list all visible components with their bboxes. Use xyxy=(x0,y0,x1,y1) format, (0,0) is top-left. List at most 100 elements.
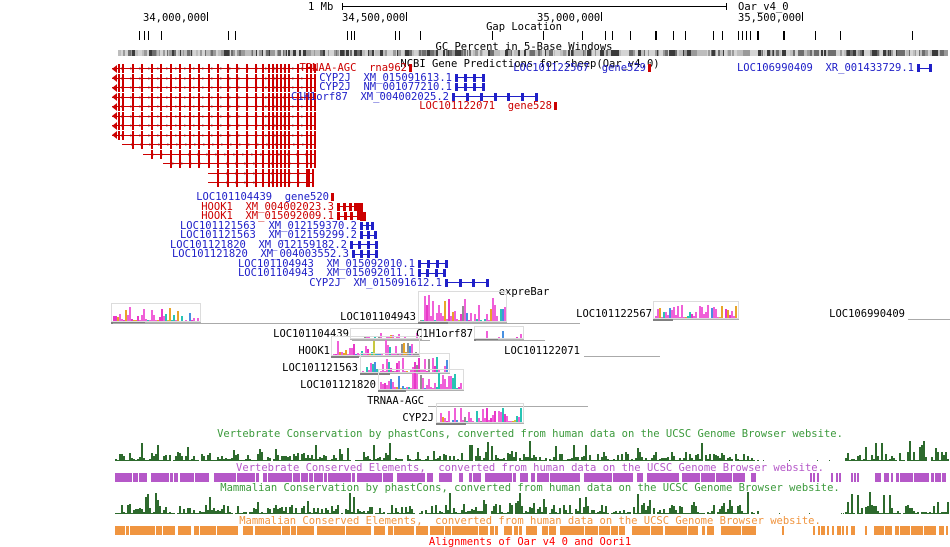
transcript-label[interactable]: LOC101121563 XM_012159299.2 xyxy=(179,229,357,241)
exprebar-gene-label[interactable]: LOC101104439 xyxy=(273,328,349,340)
track-title-mammalian-conservation[interactable]: Mammalian Conservation by phastCons, con… xyxy=(220,482,840,494)
transcript-label[interactable]: LOC101121820 XM_004003552.3 xyxy=(171,248,349,260)
transcript-box-glyph[interactable] xyxy=(331,193,334,201)
exprebar-gene-label[interactable]: C1H1orf87 xyxy=(416,328,473,340)
track-title-gc-percent[interactable]: GC Percent in 5-Base Windows xyxy=(435,41,613,53)
gene-model-row[interactable] xyxy=(112,64,316,73)
transcript-structure-glyph[interactable] xyxy=(455,73,485,83)
exprebar-extent-line[interactable] xyxy=(428,406,588,407)
elements-track-mammalian-elements[interactable] xyxy=(0,526,950,535)
bar xyxy=(841,513,842,514)
transcript-label[interactable]: LOC101104439 gene520 xyxy=(196,191,329,203)
transcript-label[interactable]: LOC101104943 XM_015092011.1 xyxy=(237,267,415,279)
exprebar-gene-label[interactable]: LOC101121820 xyxy=(300,379,376,391)
track-title-alignments[interactable]: Alignments of Oar_v4_0 and Oori1 xyxy=(428,536,632,547)
exprebar-gene-label[interactable]: HOOK1 xyxy=(298,345,330,357)
transcript-box-glyph[interactable] xyxy=(409,64,412,72)
transcript-structure-glyph[interactable] xyxy=(452,92,538,102)
transcript-label[interactable]: CYP2J NM_001077210.1 xyxy=(319,81,452,93)
exprebar-gene-label[interactable]: TRNAA-AGC xyxy=(367,395,424,407)
bar xyxy=(735,454,737,461)
exprebar-chart[interactable] xyxy=(360,353,450,373)
bar xyxy=(875,443,877,461)
transcript-structure-glyph[interactable] xyxy=(350,240,378,250)
exon-tick xyxy=(272,130,274,140)
exprebar-extent-line[interactable] xyxy=(584,356,660,357)
gc-percent-track[interactable] xyxy=(118,50,948,56)
gene-model-row[interactable] xyxy=(112,73,316,83)
exprebar-gene-label[interactable]: LOC101122071 xyxy=(504,345,580,357)
wiggle-track-vertebrate-phastcons[interactable] xyxy=(0,441,950,462)
transcript-label[interactable]: HOOK1 XM_004002023.3 xyxy=(201,200,334,213)
transcript-structure-glyph[interactable] xyxy=(445,278,489,288)
gene-model-row[interactable] xyxy=(112,130,316,140)
bar xyxy=(393,354,395,355)
transcript-label[interactable]: LOC106990409 XR_001433729.1 xyxy=(736,62,914,74)
exprebar-gene-label[interactable]: LOC101121563 xyxy=(282,362,358,374)
transcript-structure-glyph[interactable] xyxy=(360,221,374,231)
transcript-structure-glyph[interactable] xyxy=(917,64,932,73)
transcript-structure-glyph[interactable] xyxy=(418,269,446,278)
gap-track[interactable] xyxy=(0,31,950,41)
transcript-structure-glyph[interactable] xyxy=(418,259,448,269)
transcript-label[interactable]: LOC101122567 gene529 xyxy=(513,62,646,74)
transcript-box-glyph[interactable] xyxy=(648,64,651,72)
gene-model-row[interactable] xyxy=(112,102,316,111)
bar xyxy=(454,374,456,389)
transcript-label[interactable]: LOC101121820 XM_012159182.2 xyxy=(169,238,347,251)
transcript-structure-glyph[interactable] xyxy=(360,231,377,240)
gene-model-row[interactable] xyxy=(208,168,314,178)
gene-model-row[interactable] xyxy=(112,83,316,92)
gene-model-row[interactable] xyxy=(163,159,316,168)
transcript-label[interactable]: CYP2J XM_015091612.1 xyxy=(309,276,442,289)
track-title-vertebrate-conservation[interactable]: Vertebrate Conservation by phastCons, co… xyxy=(217,428,843,440)
gene-model-row[interactable] xyxy=(112,121,316,130)
exprebar-chart[interactable] xyxy=(331,336,420,356)
transcript-label[interactable]: CYP2J XM_015091613.1 xyxy=(319,71,452,84)
exprebar-chart[interactable] xyxy=(350,328,422,339)
transcript-label[interactable]: LOC101104943 XM_015092010.1 xyxy=(237,257,415,270)
track-title-exprebar[interactable]: expreBar xyxy=(498,286,550,298)
exprebar-chart[interactable] xyxy=(111,303,201,322)
transcript-label[interactable]: TRNAA-AGC rna962 xyxy=(299,62,407,74)
wiggle-track-mammalian-phastcons[interactable] xyxy=(0,492,950,515)
gc-band xyxy=(475,50,478,56)
transcript-structure-glyph[interactable] xyxy=(352,250,378,259)
transcript-structure-glyph[interactable] xyxy=(455,83,485,92)
transcript-label[interactable]: HOOK1 XM_015092009.1 xyxy=(201,210,334,222)
bar xyxy=(339,449,341,461)
gene-model-row[interactable] xyxy=(122,140,316,149)
transcript-label[interactable]: LOC101122071 gene528 xyxy=(419,100,552,112)
elements-track-vertebrate-elements[interactable] xyxy=(0,473,950,482)
exprebar-chart[interactable] xyxy=(418,291,507,322)
transcript-box-glyph[interactable] xyxy=(554,102,557,110)
exprebar-chart[interactable] xyxy=(378,369,464,390)
track-title-vertebrate-elements[interactable]: Vertebrate Conserved Elements, converted… xyxy=(236,462,824,474)
exprebar-chart[interactable] xyxy=(653,301,739,319)
exprebar-chart[interactable] xyxy=(436,403,524,423)
bar xyxy=(589,455,591,461)
transcript-structure-glyph[interactable] xyxy=(337,202,363,212)
gc-band xyxy=(190,50,191,56)
bar xyxy=(737,506,739,514)
exprebar-gene-label[interactable]: LOC101104943 xyxy=(340,311,416,323)
transcript-label[interactable]: C1H1orf87 XM_004002025.2 xyxy=(290,90,449,103)
track-title-gap-location[interactable]: Gap Location xyxy=(486,21,562,33)
exon-tick xyxy=(227,140,229,149)
transcript-label[interactable]: LOC101121563 XM_012159370.2 xyxy=(179,219,357,232)
exprebar-gene-label[interactable]: LOC101122567 xyxy=(576,308,652,320)
exprebar-chart[interactable] xyxy=(474,326,524,339)
exon-tick xyxy=(160,83,162,92)
track-title-mammalian-elements[interactable]: Mammalian Conserved Elements, converted … xyxy=(239,515,821,527)
track-title-gene-predictions[interactable]: NCBI Gene Predictions for sheep(Oar_v4.0… xyxy=(400,58,660,70)
bar xyxy=(426,371,428,372)
exprebar-gene-label[interactable]: LOC106990409 xyxy=(829,308,905,320)
gene-model-row[interactable] xyxy=(143,149,316,159)
gene-model-row[interactable] xyxy=(208,178,314,187)
gene-model-row[interactable] xyxy=(112,92,316,102)
exprebar-gene-label[interactable]: CYP2J xyxy=(402,412,434,424)
transcript-structure-glyph[interactable] xyxy=(337,212,366,221)
gene-model-row[interactable] xyxy=(112,111,316,121)
exprebar-extent-line[interactable] xyxy=(908,319,950,320)
bar xyxy=(611,460,613,461)
